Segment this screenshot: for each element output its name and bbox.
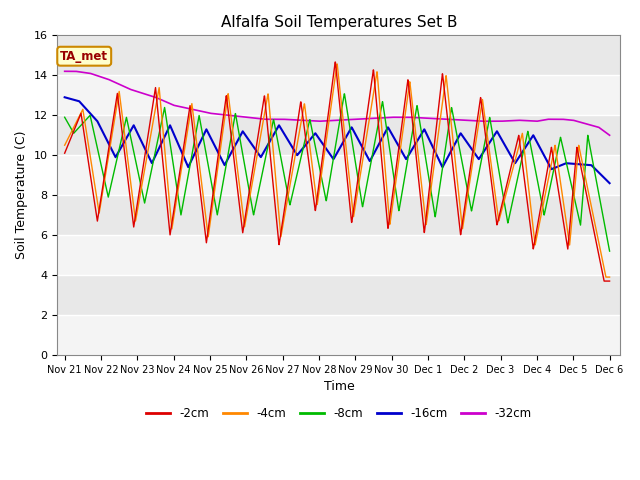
Text: TA_met: TA_met: [60, 50, 108, 63]
Bar: [58, 235, 620, 275]
Bar: [58, 155, 620, 195]
Bar: [58, 315, 620, 355]
Y-axis label: Soil Temperature (C): Soil Temperature (C): [15, 131, 28, 259]
Legend: -2cm, -4cm, -8cm, -16cm, -32cm: -2cm, -4cm, -8cm, -16cm, -32cm: [141, 402, 536, 425]
Title: Alfalfa Soil Temperatures Set B: Alfalfa Soil Temperatures Set B: [221, 15, 457, 30]
Bar: [58, 75, 620, 115]
X-axis label: Time: Time: [324, 380, 355, 393]
